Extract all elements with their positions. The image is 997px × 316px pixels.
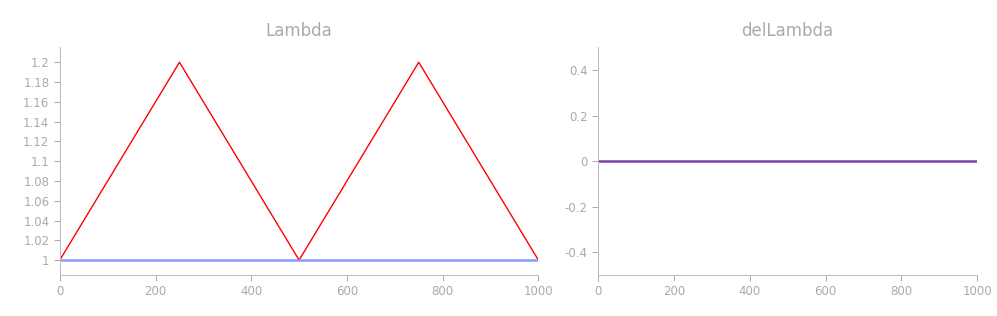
Title: delLambda: delLambda: [742, 22, 833, 40]
Title: Lambda: Lambda: [266, 22, 332, 40]
